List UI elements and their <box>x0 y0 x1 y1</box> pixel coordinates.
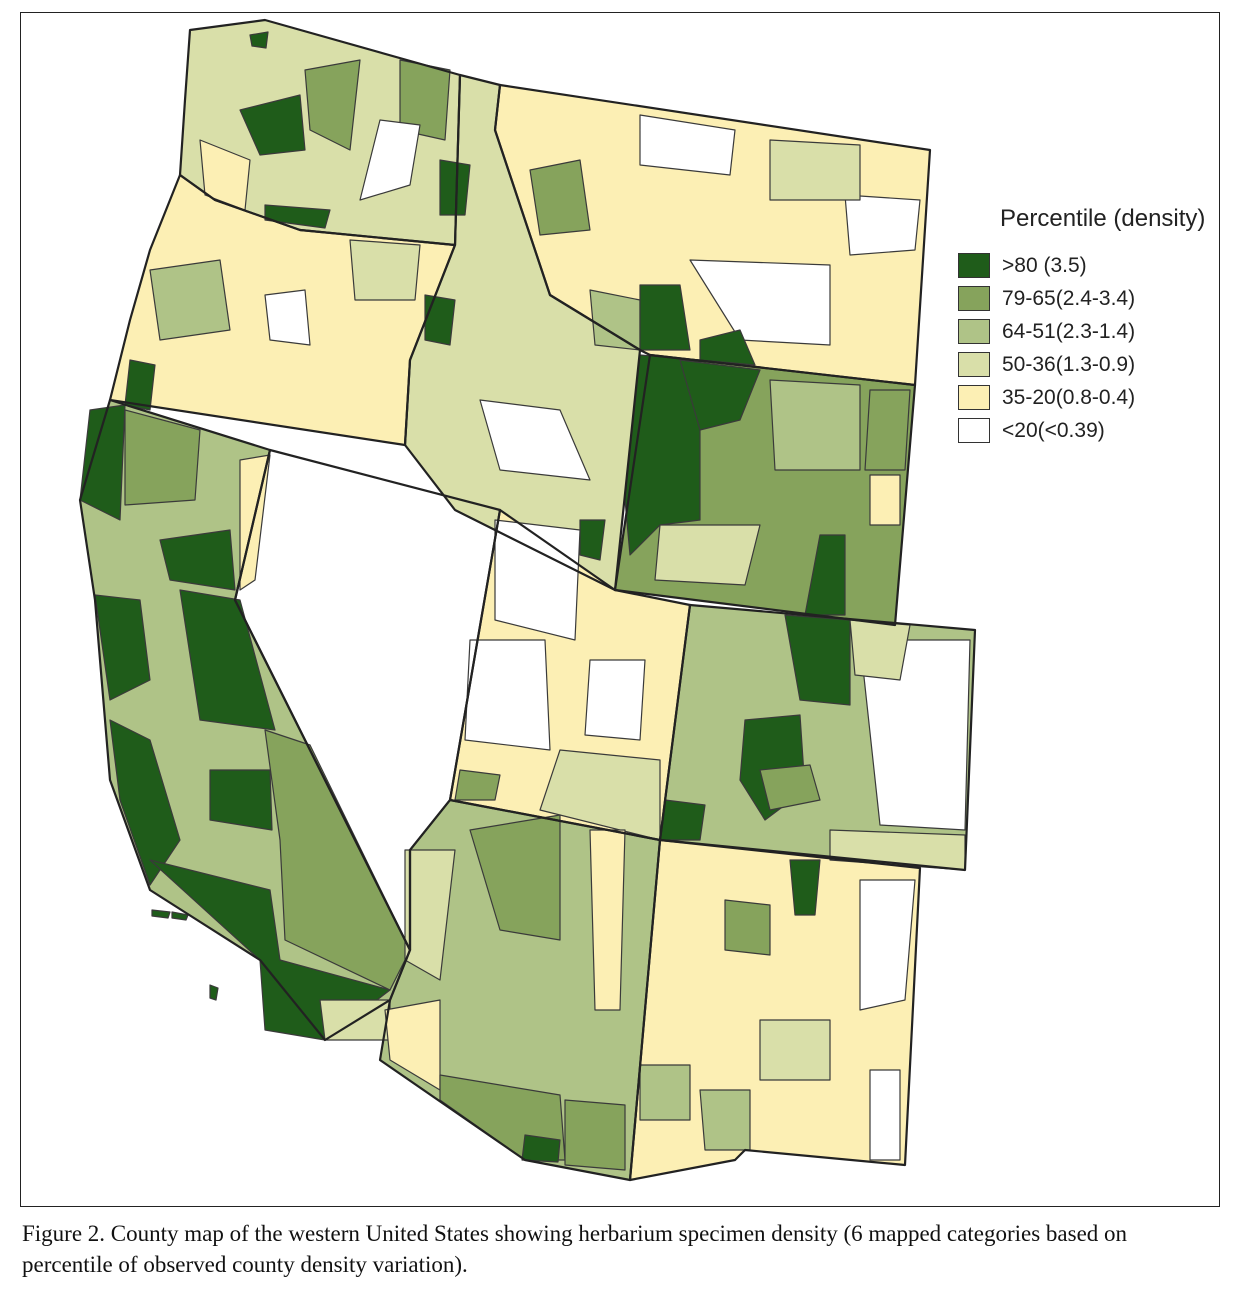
legend-swatch <box>958 286 990 311</box>
county <box>454 769 501 801</box>
county <box>94 594 151 701</box>
state-outline <box>628 838 922 1182</box>
legend-swatch <box>958 319 990 344</box>
legend-label: 79-65(2.4-3.4) <box>1002 286 1136 310</box>
county <box>239 94 306 156</box>
county <box>124 409 201 506</box>
county <box>304 59 361 151</box>
county <box>804 534 846 616</box>
legend-item: 35-20(0.8-0.4) <box>958 381 1205 414</box>
legend-item: 50-36(1.3-0.9) <box>958 348 1205 381</box>
county <box>404 849 456 981</box>
county <box>79 404 126 521</box>
county <box>844 194 921 256</box>
county <box>699 1089 751 1151</box>
county <box>759 764 821 811</box>
legend-label: 35-20(0.8-0.4) <box>1002 385 1136 409</box>
county <box>209 769 273 831</box>
legend-swatch <box>958 418 990 443</box>
county <box>849 619 911 681</box>
legend-label: 64-51(2.3-1.4) <box>1002 319 1136 343</box>
legend-swatch <box>958 385 990 410</box>
legend-label: 50-36(1.3-0.9) <box>1002 352 1136 376</box>
county <box>869 1069 901 1161</box>
county <box>864 389 911 471</box>
county <box>589 829 626 1011</box>
county <box>659 799 706 841</box>
county <box>149 259 231 341</box>
county <box>479 399 591 481</box>
legend: Percentile (density) >80 (3.5) 79-65(2.4-… <box>958 205 1205 447</box>
county <box>424 294 456 346</box>
figure-frame <box>20 12 1220 1207</box>
legend-item: <20(<0.39) <box>958 414 1205 447</box>
state-outline <box>613 353 917 627</box>
county <box>639 114 736 176</box>
county <box>179 589 276 731</box>
county <box>869 474 901 526</box>
county <box>769 379 861 471</box>
county <box>584 659 646 741</box>
legend-label: <20(<0.39) <box>1002 418 1105 442</box>
county <box>109 719 181 886</box>
county <box>789 859 821 916</box>
county <box>159 529 236 591</box>
legend-item: >80 (3.5) <box>958 249 1205 282</box>
county <box>469 814 561 941</box>
county <box>759 1019 831 1081</box>
county <box>654 524 761 586</box>
county <box>784 614 851 706</box>
county <box>521 1134 561 1163</box>
county <box>494 519 581 641</box>
county <box>859 639 971 831</box>
county <box>264 204 331 229</box>
island <box>151 909 171 919</box>
county <box>239 454 271 591</box>
county <box>349 239 421 301</box>
legend-label: >80 (3.5) <box>1002 253 1087 277</box>
county <box>464 639 551 751</box>
county <box>699 329 756 366</box>
county <box>439 159 471 216</box>
state-outline <box>658 603 977 872</box>
county <box>689 259 831 346</box>
legend-item: 79-65(2.4-3.4) <box>958 282 1205 315</box>
county <box>359 119 421 201</box>
county <box>859 879 916 1011</box>
legend-item: 64-51(2.3-1.4) <box>958 315 1205 348</box>
county <box>769 139 861 201</box>
county <box>679 359 761 431</box>
county <box>124 359 156 411</box>
county <box>564 1099 626 1171</box>
county <box>579 519 606 561</box>
legend-swatch <box>958 253 990 278</box>
county <box>589 289 641 351</box>
island <box>249 31 269 49</box>
figure-caption: Figure 2. County map of the western Unit… <box>22 1221 1128 1277</box>
county <box>529 159 591 236</box>
island <box>209 984 219 1001</box>
island <box>171 911 189 921</box>
county <box>639 284 691 351</box>
legend-title: Percentile (density) <box>1000 205 1206 232</box>
county-map <box>78 18 977 1182</box>
county <box>639 1064 691 1121</box>
state-outline <box>493 83 932 387</box>
legend-swatch <box>958 352 990 377</box>
legend-items: >80 (3.5) 79-65(2.4-3.4) 64-51(2.3-1.4) 50-… <box>958 249 1205 447</box>
county <box>724 899 771 956</box>
county <box>264 289 311 346</box>
